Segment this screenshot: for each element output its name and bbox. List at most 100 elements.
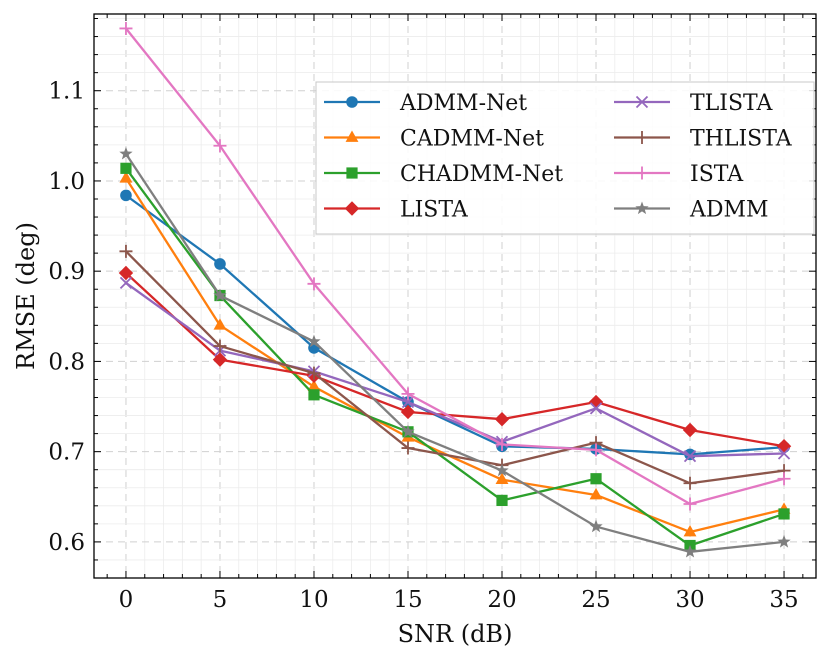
data-point bbox=[590, 473, 602, 485]
data-point bbox=[494, 411, 510, 427]
y-tick-label: 0.8 bbox=[48, 349, 85, 375]
data-point bbox=[346, 96, 358, 108]
data-point bbox=[495, 472, 509, 484]
data-point bbox=[683, 497, 697, 511]
series-line bbox=[125, 153, 785, 553]
data-point bbox=[119, 146, 133, 160]
data-point bbox=[496, 494, 508, 506]
legend-item: TLISTA bbox=[614, 91, 774, 116]
data-point bbox=[495, 463, 509, 477]
y-tick-label: 0.7 bbox=[48, 440, 85, 466]
legend-item: LISTA bbox=[324, 198, 469, 223]
series-admm bbox=[119, 146, 791, 558]
data-point bbox=[777, 447, 791, 460]
y-tick-label: 1.0 bbox=[48, 169, 85, 195]
series-line bbox=[124, 177, 785, 534]
data-point bbox=[213, 318, 227, 330]
x-tick-label: 35 bbox=[769, 587, 798, 613]
data-point bbox=[118, 265, 134, 281]
series-line bbox=[125, 272, 785, 448]
data-point bbox=[213, 139, 227, 153]
data-point bbox=[589, 519, 603, 533]
series-line bbox=[125, 167, 785, 547]
legend-label: LISTA bbox=[400, 198, 469, 223]
x-tick-label: 25 bbox=[581, 587, 610, 613]
data-point bbox=[635, 201, 649, 215]
legend: ADMM-Net CADMM-Net CHADMM-Net LISTA TLISTA TH… bbox=[315, 81, 815, 235]
y-tick-label: 0.6 bbox=[48, 530, 85, 556]
x-tick-label: 15 bbox=[393, 587, 422, 613]
data-point bbox=[119, 21, 133, 35]
legend-label: THLISTA bbox=[690, 127, 793, 152]
data-point bbox=[308, 389, 320, 401]
data-point bbox=[777, 472, 791, 486]
legend-item: ADMM bbox=[614, 198, 769, 223]
data-point bbox=[589, 443, 603, 457]
series-line bbox=[125, 250, 785, 485]
data-point bbox=[589, 487, 603, 500]
series-cadmm-net bbox=[119, 171, 791, 537]
series-line bbox=[125, 27, 785, 506]
x-axis-label: SNR (dB) bbox=[398, 620, 513, 648]
data-point bbox=[635, 95, 649, 109]
legend-label: ADMM bbox=[689, 198, 769, 223]
data-point bbox=[213, 339, 227, 353]
legend-label: CHADMM-Net bbox=[400, 162, 563, 187]
x-tick-label: 10 bbox=[299, 587, 328, 613]
data-point bbox=[346, 167, 358, 179]
data-point bbox=[682, 422, 698, 438]
data-point bbox=[589, 402, 603, 415]
data-point bbox=[213, 288, 227, 302]
data-point bbox=[119, 244, 133, 258]
legend-item: CADMM-Net bbox=[324, 127, 544, 152]
y-tick-label: 0.9 bbox=[48, 259, 85, 285]
data-point bbox=[214, 258, 226, 270]
data-point bbox=[120, 162, 132, 174]
data-point bbox=[344, 201, 360, 216]
data-point bbox=[495, 437, 509, 451]
data-point bbox=[683, 544, 697, 558]
data-point bbox=[307, 366, 321, 380]
series-ista bbox=[119, 21, 791, 511]
data-point bbox=[683, 476, 697, 490]
legend-label: TLISTA bbox=[690, 91, 774, 116]
data-point bbox=[307, 277, 321, 291]
y-tick-label: 1.1 bbox=[48, 79, 85, 105]
data-point bbox=[401, 387, 415, 401]
legend-box bbox=[315, 81, 815, 235]
x-tick-label: 5 bbox=[213, 587, 228, 613]
data-point bbox=[778, 508, 790, 520]
legend-label: ADMM-Net bbox=[399, 91, 527, 116]
series-line bbox=[125, 281, 785, 458]
data-point bbox=[683, 450, 697, 463]
data-point bbox=[119, 171, 133, 183]
data-point bbox=[635, 131, 649, 144]
plot-frame bbox=[93, 13, 817, 579]
data-point bbox=[400, 404, 416, 420]
legend-item: ADMM-Net bbox=[324, 91, 527, 116]
data-point bbox=[401, 424, 415, 438]
legend-item: CHADMM-Net bbox=[324, 162, 563, 187]
series-tlista bbox=[119, 276, 791, 463]
data-point bbox=[119, 276, 133, 290]
y-axis-label: RMSE (deg) bbox=[12, 222, 40, 370]
data-point bbox=[401, 395, 415, 409]
data-point bbox=[683, 524, 697, 537]
legend-label: ISTA bbox=[690, 162, 744, 187]
series-lista bbox=[118, 265, 792, 454]
legend-item: ISTA bbox=[614, 162, 744, 187]
x-tick-label: 30 bbox=[675, 587, 704, 613]
x-tick-label: 20 bbox=[487, 587, 516, 613]
data-point bbox=[307, 379, 321, 392]
x-tick-label: 0 bbox=[119, 587, 134, 613]
data-point bbox=[212, 352, 228, 367]
data-point bbox=[307, 334, 321, 348]
axis-ticks: 0 5 10 15 20 25 30 35 0.6 0.7 0.8 0.9 1.0 1.1 bbox=[48, 14, 816, 613]
legend-item: THLISTA bbox=[614, 127, 793, 152]
data-point bbox=[345, 130, 359, 142]
series-lines bbox=[118, 21, 792, 558]
data-point bbox=[120, 189, 132, 202]
data-point bbox=[777, 534, 791, 548]
data-point bbox=[401, 441, 415, 455]
